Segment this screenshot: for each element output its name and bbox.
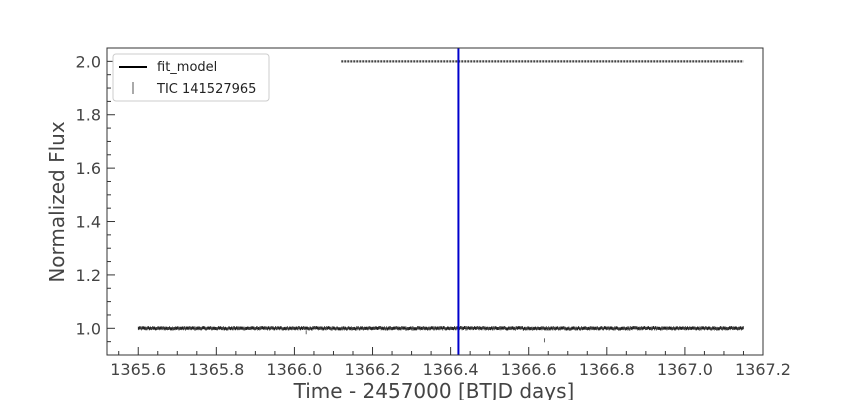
x-tick-label: 1365.8 [188,360,244,379]
x-axis-label: Time - 2457000 [BTJD days] [293,379,575,400]
y-tick-label: 2.0 [76,52,101,71]
plot-frame [106,47,764,356]
y-tick-label: 1.8 [76,106,101,125]
y-tick-label: 1.4 [76,213,101,232]
legend-label-tic: TIC 141527965 [156,82,256,97]
x-tick-label: 1366.8 [579,360,635,379]
legend-label-fit-model: fit_model [157,60,217,75]
y-tick-label: 1.0 [76,319,101,338]
ticks-layer: 1365.6 1365.8 1366.0 1366.2 1366.4 1366.6 1366… [76,52,791,379]
y-axis-label: Normalized Flux [45,121,69,283]
legend-box [112,53,270,102]
x-tick-label: 1366.2 [345,360,401,379]
y-tick-label: 1.6 [76,159,101,178]
x-tick-label: 1366.4 [423,360,479,379]
x-tick-label: 1366.0 [266,360,322,379]
x-tick-label: 1365.6 [110,360,166,379]
legend: fit_model TIC 141527965 [112,53,270,102]
x-tick-label: 1366.6 [501,360,557,379]
x-tick-label: 1367.0 [657,360,713,379]
plot-layer [137,48,744,355]
series-tic-points [137,326,744,343]
y-tick-label: 1.2 [76,266,101,285]
x-tick-label: 1367.2 [735,360,791,379]
